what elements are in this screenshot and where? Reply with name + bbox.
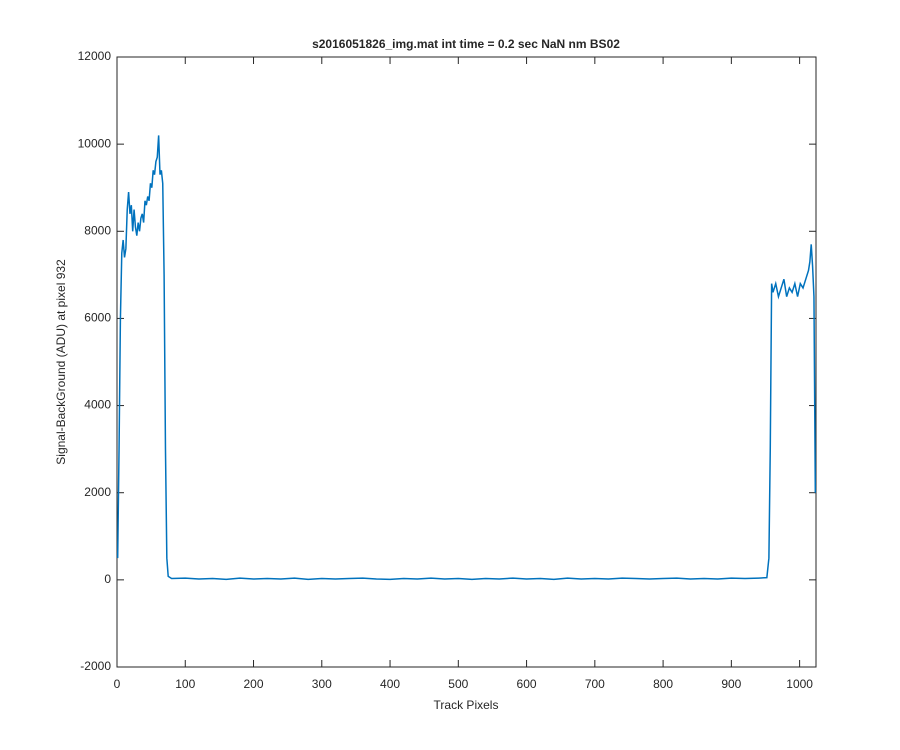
chart-title: s2016051826_img.mat int time = 0.2 sec N… bbox=[312, 37, 620, 51]
axes-box bbox=[116, 56, 817, 668]
y-tick-label: 0 bbox=[104, 572, 111, 586]
x-tick-label: 600 bbox=[517, 677, 537, 691]
x-tick-label: 500 bbox=[448, 677, 468, 691]
x-tick-label: 1000 bbox=[786, 677, 813, 691]
x-tick-label: 300 bbox=[312, 677, 332, 691]
x-tick-label: 100 bbox=[175, 677, 195, 691]
y-tick-label: 12000 bbox=[78, 49, 112, 63]
x-tick-label: 400 bbox=[380, 677, 400, 691]
x-axis-label: Track Pixels bbox=[434, 698, 499, 712]
y-tick-label: 10000 bbox=[78, 136, 112, 150]
x-tick-label: 700 bbox=[585, 677, 605, 691]
x-tick-label: 200 bbox=[244, 677, 264, 691]
y-tick-label: 8000 bbox=[84, 223, 111, 237]
x-tick-label: 800 bbox=[653, 677, 673, 691]
y-tick-label: 4000 bbox=[84, 398, 111, 412]
y-axis-label: Signal-BackGround (ADU) at pixel 932 bbox=[54, 259, 68, 465]
y-tick-label: 6000 bbox=[84, 311, 111, 325]
x-tick-label: 0 bbox=[114, 677, 121, 691]
y-tick-label: -2000 bbox=[80, 659, 111, 673]
data-line bbox=[116, 135, 817, 581]
y-tick-label: 2000 bbox=[84, 485, 111, 499]
x-tick-label: 900 bbox=[721, 677, 741, 691]
